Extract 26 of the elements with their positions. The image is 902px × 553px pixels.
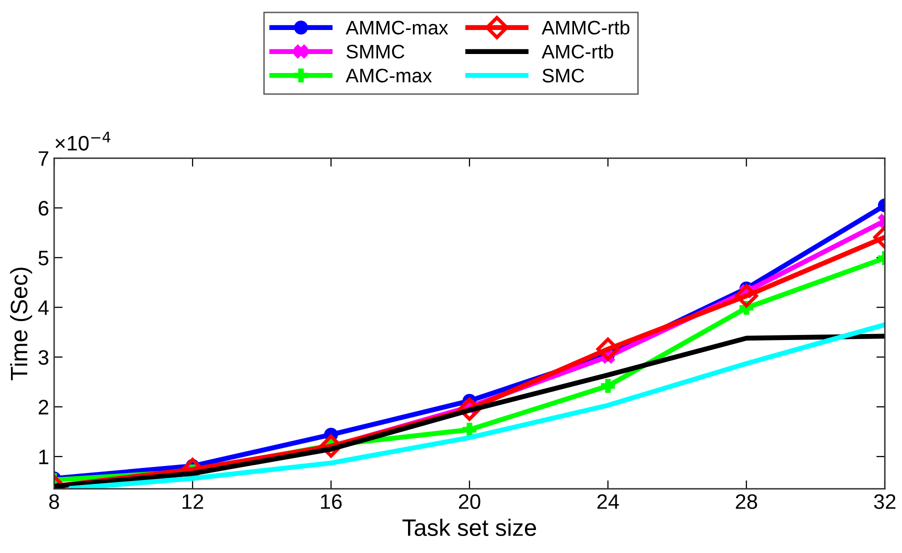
y-tick-label: 4 [38,300,49,315]
y-tick-label: 1 [39,450,48,464]
x-tick-label: 20 [458,494,480,510]
point [601,378,615,393]
x-axis-title: Task set size [402,518,536,536]
y-axis-title: Time (Sec) [10,268,32,380]
text: ×10$^{−4}$ [56,132,110,151]
x-tick-label: 24 [597,494,619,509]
x-tick-label: 16 [321,494,342,510]
legend-label: AMC-rtb [542,44,614,59]
y-tick-label: 6 [38,200,48,216]
legend-label: AMMC-rtb [542,20,630,35]
x-tick-label: 28 [736,494,758,510]
point [462,422,476,437]
y-tick-label: 3 [38,350,48,365]
y-tick-label: 2 [38,400,48,414]
x-tick-label: 32 [874,494,896,510]
x-tick-label: 8 [49,494,60,510]
y-tick-label: 5 [38,250,48,266]
legend-label: AMMC-max [346,20,448,35]
legend-label: SMC [542,68,584,82]
legend-label: SMMC [346,44,404,59]
legend-label: AMC-max [346,68,432,82]
point [596,338,620,361]
y-tick-label: 7 [38,151,48,166]
x-tick-label: 12 [182,494,204,509]
